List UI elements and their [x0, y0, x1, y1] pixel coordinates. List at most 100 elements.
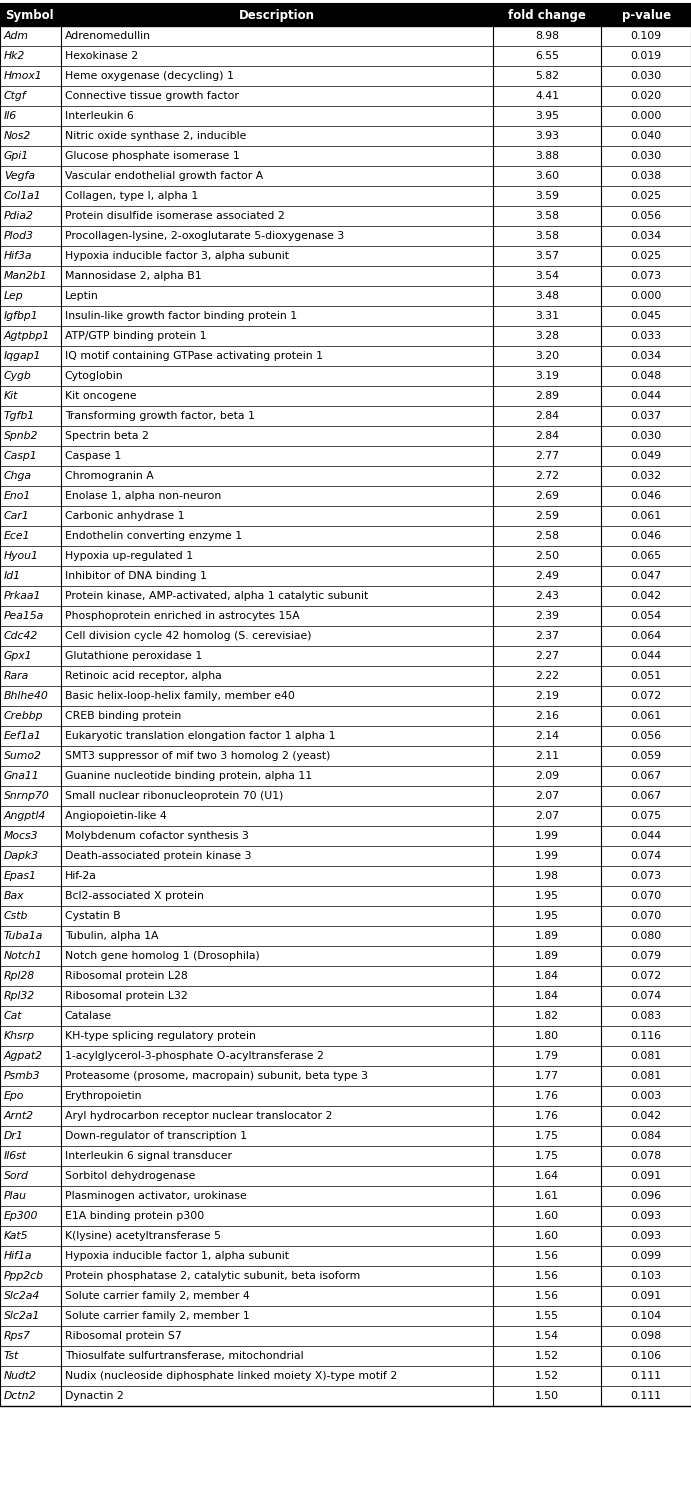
Text: 0.078: 0.078 [630, 1150, 662, 1161]
Text: 2.84: 2.84 [536, 430, 559, 441]
Text: 0.099: 0.099 [630, 1251, 662, 1262]
Text: 0.079: 0.079 [630, 951, 662, 962]
Bar [0, 666, 691, 686]
Text: Small nuclear ribonucleoprotein 70 (U1): Small nuclear ribonucleoprotein 70 (U1) [65, 790, 283, 801]
Bar [0, 1366, 691, 1386]
Text: Transforming growth factor, beta 1: Transforming growth factor, beta 1 [65, 411, 255, 422]
Text: 1.80: 1.80 [536, 1030, 559, 1041]
Text: 0.111: 0.111 [631, 1371, 661, 1382]
Text: Gpx1: Gpx1 [4, 651, 32, 662]
Text: 3.93: 3.93 [536, 130, 559, 141]
Text: 2.14: 2.14 [536, 730, 559, 741]
Bar [0, 1106, 691, 1126]
Text: 2.11: 2.11 [536, 752, 559, 760]
Bar [0, 1226, 691, 1246]
Text: Il6st: Il6st [4, 1150, 27, 1161]
Bar [0, 746, 691, 766]
Bar [0, 406, 691, 426]
Text: 0.061: 0.061 [630, 711, 662, 722]
Text: 0.056: 0.056 [630, 211, 662, 220]
Text: 1.54: 1.54 [536, 1330, 559, 1341]
Text: 1.82: 1.82 [536, 1011, 559, 1022]
Text: Epo: Epo [4, 1090, 24, 1101]
Text: Chromogranin A: Chromogranin A [65, 471, 153, 482]
Text: Protein kinase, AMP-activated, alpha 1 catalytic subunit: Protein kinase, AMP-activated, alpha 1 c… [65, 591, 368, 602]
Text: Hexokinase 2: Hexokinase 2 [65, 51, 138, 62]
Text: E1A binding protein p300: E1A binding protein p300 [65, 1210, 204, 1221]
Bar [0, 4, 691, 26]
Bar [0, 606, 691, 625]
Text: Kit: Kit [4, 392, 19, 400]
Text: Ep300: Ep300 [4, 1210, 39, 1221]
Text: 0.065: 0.065 [630, 550, 662, 561]
Bar [0, 186, 691, 206]
Text: Bcl2-associated X protein: Bcl2-associated X protein [65, 891, 204, 902]
Text: 2.69: 2.69 [536, 490, 559, 501]
Text: 2.72: 2.72 [536, 471, 559, 482]
Text: Angptl4: Angptl4 [4, 812, 46, 820]
Text: Vegfa: Vegfa [4, 171, 35, 182]
Text: Cystatin B: Cystatin B [65, 910, 120, 921]
Bar [0, 1186, 691, 1206]
Bar [0, 326, 691, 346]
Text: 2.39: 2.39 [536, 610, 559, 621]
Text: 0.000: 0.000 [630, 111, 662, 122]
Text: Id1: Id1 [4, 572, 21, 580]
Text: Dctn2: Dctn2 [4, 1390, 37, 1401]
Text: Death-associated protein kinase 3: Death-associated protein kinase 3 [65, 850, 252, 861]
Text: Snrnp70: Snrnp70 [4, 790, 50, 801]
Text: Hif-2a: Hif-2a [65, 871, 97, 880]
Text: 0.081: 0.081 [630, 1052, 662, 1060]
Text: 2.77: 2.77 [536, 452, 559, 460]
Text: 0.019: 0.019 [630, 51, 662, 62]
Text: 3.28: 3.28 [536, 332, 559, 340]
Text: Plau: Plau [4, 1191, 27, 1202]
Bar [0, 546, 691, 566]
Text: 1.99: 1.99 [536, 831, 559, 842]
Text: 0.032: 0.032 [630, 471, 662, 482]
Bar [0, 426, 691, 445]
Text: Caspase 1: Caspase 1 [65, 452, 121, 460]
Text: 2.84: 2.84 [536, 411, 559, 422]
Text: 2.07: 2.07 [536, 790, 559, 801]
Bar [0, 486, 691, 506]
Text: Protein phosphatase 2, catalytic subunit, beta isoform: Protein phosphatase 2, catalytic subunit… [65, 1270, 360, 1281]
Text: 2.58: 2.58 [536, 531, 559, 542]
Text: Protein disulfide isomerase associated 2: Protein disulfide isomerase associated 2 [65, 211, 285, 220]
Text: 3.59: 3.59 [536, 190, 559, 201]
Text: 0.044: 0.044 [630, 651, 662, 662]
Text: 0.030: 0.030 [630, 70, 662, 81]
Bar [0, 346, 691, 366]
Bar [0, 706, 691, 726]
Text: Gpi1: Gpi1 [4, 152, 29, 160]
Text: 2.37: 2.37 [536, 632, 559, 640]
Text: 1.84: 1.84 [536, 992, 559, 1000]
Text: Basic helix-loop-helix family, member e40: Basic helix-loop-helix family, member e4… [65, 692, 294, 700]
Text: Spectrin beta 2: Spectrin beta 2 [65, 430, 149, 441]
Text: Tst: Tst [4, 1352, 19, 1360]
Text: Khsrp: Khsrp [4, 1030, 35, 1041]
Text: Cstb: Cstb [4, 910, 28, 921]
Text: 0.091: 0.091 [630, 1172, 662, 1180]
Bar [0, 506, 691, 526]
Text: Glutathione peroxidase 1: Glutathione peroxidase 1 [65, 651, 202, 662]
Text: 2.09: 2.09 [536, 771, 559, 782]
Text: 3.19: 3.19 [536, 370, 559, 381]
Bar [0, 686, 691, 706]
Bar [0, 306, 691, 326]
Text: K(lysine) acetyltransferase 5: K(lysine) acetyltransferase 5 [65, 1232, 221, 1240]
Text: Tgfb1: Tgfb1 [4, 411, 35, 422]
Text: Solute carrier family 2, member 1: Solute carrier family 2, member 1 [65, 1311, 249, 1322]
Text: 0.049: 0.049 [630, 452, 662, 460]
Bar [0, 827, 691, 846]
Text: Insulin-like growth factor binding protein 1: Insulin-like growth factor binding prote… [65, 310, 297, 321]
Text: Slc2a4: Slc2a4 [4, 1292, 40, 1300]
Text: 0.051: 0.051 [630, 670, 662, 681]
Text: Prkaa1: Prkaa1 [4, 591, 41, 602]
Text: Aryl hydrocarbon receptor nuclear translocator 2: Aryl hydrocarbon receptor nuclear transl… [65, 1112, 332, 1120]
Text: Carbonic anhydrase 1: Carbonic anhydrase 1 [65, 512, 184, 520]
Bar [0, 946, 691, 966]
Text: 0.104: 0.104 [630, 1311, 662, 1322]
Text: 0.073: 0.073 [630, 871, 662, 880]
Text: Notch gene homolog 1 (Drosophila): Notch gene homolog 1 (Drosophila) [65, 951, 260, 962]
